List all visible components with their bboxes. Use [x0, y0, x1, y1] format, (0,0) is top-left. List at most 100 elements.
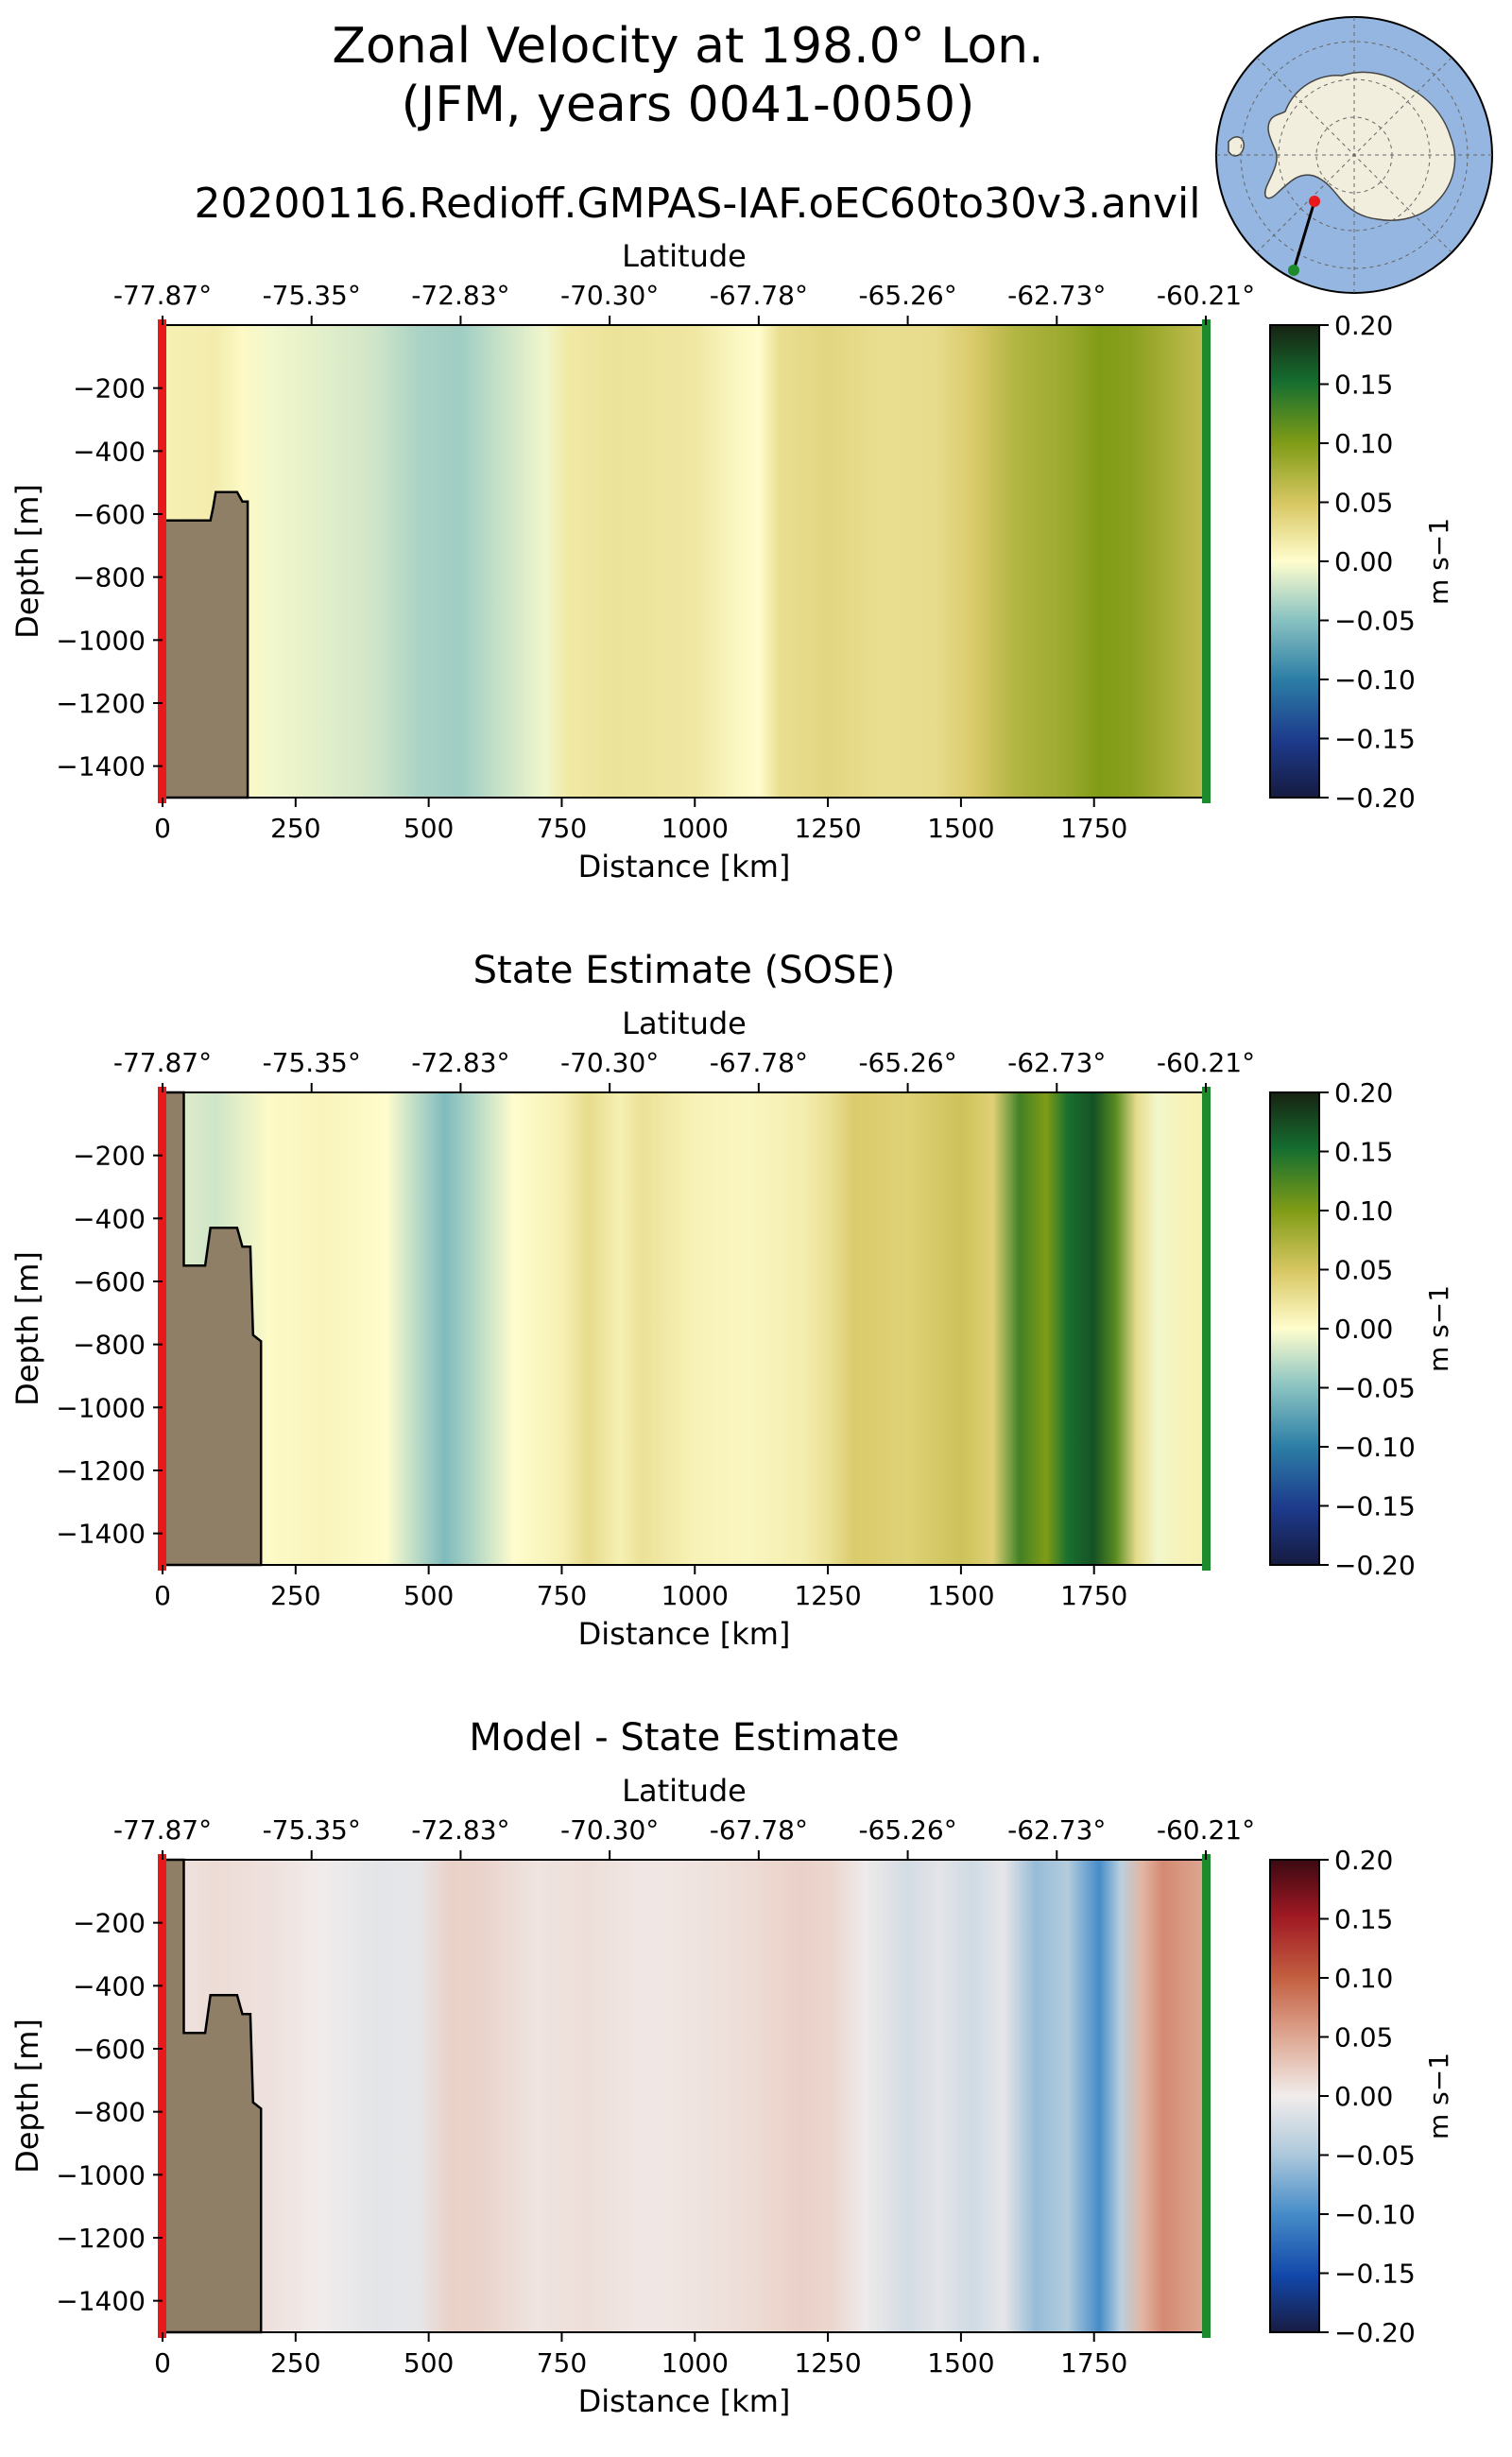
- x-axis-label: Distance [km]: [578, 1616, 791, 1652]
- lat-tick-label: -72.83°: [411, 280, 509, 311]
- colorbar-tick-label: 0.15: [1334, 1904, 1393, 1935]
- y-tick-label: −1200: [56, 2223, 146, 2254]
- y-tick-label: −1000: [56, 2159, 146, 2191]
- x-tick-label: 0: [154, 1580, 171, 1611]
- x-tick-label: 750: [537, 1580, 587, 1611]
- colorbar-tick-label: 0.05: [1334, 488, 1393, 519]
- colorbar-tick-label: 0.15: [1334, 369, 1393, 401]
- figure-title-line2: (JFM, years 0041-0050): [402, 77, 975, 133]
- y-tick-label: −1000: [56, 1392, 146, 1423]
- x-tick-label: 250: [270, 1580, 320, 1611]
- colorbar-tick-label: −0.15: [1334, 724, 1416, 755]
- x-tick-label: 250: [270, 813, 320, 844]
- x-tick-label: 500: [404, 1580, 454, 1611]
- panel-2: State Estimate (SOSE) 0 250 500 750 1000 1250 1…: [9, 949, 1454, 1652]
- y-tick-label: −400: [73, 1970, 146, 2002]
- lat-tick-label: -77.87°: [113, 280, 212, 311]
- x-tick-label: 0: [154, 2347, 171, 2379]
- y-tick-label: −1200: [56, 1455, 146, 1486]
- lat-tick-label: -62.73°: [1007, 1047, 1106, 1078]
- figure-title-line1: Zonal Velocity at 198.0° Lon.: [332, 18, 1043, 75]
- colorbar-tick-label: 0.10: [1334, 428, 1393, 459]
- transect-start-bar: [158, 319, 166, 803]
- lat-tick-label: -70.30°: [560, 280, 659, 311]
- lat-tick-label: -65.26°: [858, 1814, 956, 1846]
- colorbar-tick-label: −0.10: [1334, 2199, 1416, 2230]
- y-tick-label: −200: [73, 1908, 146, 1939]
- panel-title: Model - State Estimate: [469, 1716, 899, 1760]
- y-tick-label: −600: [73, 2034, 146, 2065]
- colorbar-tick-label: −0.15: [1334, 2259, 1416, 2290]
- lat-tick-label: -77.87°: [113, 1814, 212, 1846]
- map-start-marker: [1309, 196, 1320, 207]
- colorbar-tick-label: −0.05: [1334, 606, 1416, 637]
- y-tick-label: −1400: [56, 2286, 146, 2317]
- x-tick-label: 750: [537, 2347, 587, 2379]
- x-tick-label: 1250: [794, 813, 861, 844]
- y-tick-label: −400: [73, 436, 146, 467]
- lat-tick-label: -60.21°: [1157, 280, 1255, 311]
- colorbar-tick-label: 0.00: [1334, 1314, 1393, 1345]
- top-axis-label: Latitude: [622, 1005, 747, 1041]
- y-tick-label: −200: [73, 1141, 146, 1172]
- colorbar-tick-label: 0.10: [1334, 1963, 1393, 1994]
- y-tick-label: −1200: [56, 688, 146, 719]
- colorbar-tick-label: −0.20: [1334, 782, 1416, 814]
- lat-tick-label: -62.73°: [1007, 280, 1106, 311]
- colorbar-label: m s−1: [1423, 518, 1454, 605]
- x-tick-label: 500: [404, 2347, 454, 2379]
- top-axis-label: Latitude: [622, 1773, 747, 1809]
- y-tick-label: −800: [73, 1330, 146, 1361]
- colorbar-tick-label: −0.15: [1334, 1491, 1416, 1522]
- x-tick-label: 500: [404, 813, 454, 844]
- colorbar-tick-label: 0.00: [1334, 546, 1393, 577]
- colorbar-label: m s−1: [1423, 2053, 1454, 2139]
- x-tick-label: 1750: [1060, 2347, 1127, 2379]
- y-axis-label: Depth [m]: [9, 2019, 45, 2174]
- x-tick-label: 1000: [662, 813, 729, 844]
- lat-tick-label: -65.26°: [858, 1047, 956, 1078]
- map-antarctica-land: [1228, 71, 1456, 221]
- y-axis-label: Depth [m]: [9, 484, 45, 639]
- panel-title: State Estimate (SOSE): [473, 949, 896, 992]
- lat-tick-label: -70.30°: [560, 1814, 659, 1846]
- x-tick-label: 750: [537, 813, 587, 844]
- lat-tick-label: -72.83°: [411, 1814, 509, 1846]
- colorbar-tick-label: 0.20: [1334, 1077, 1393, 1108]
- colorbar-tick-label: −0.20: [1334, 2317, 1416, 2348]
- x-tick-label: 1250: [794, 1580, 861, 1611]
- lat-tick-label: -62.73°: [1007, 1814, 1106, 1846]
- lat-tick-label: -67.78°: [710, 1814, 808, 1846]
- y-tick-label: −1400: [56, 1519, 146, 1550]
- colorbar-tick-label: −0.05: [1334, 1373, 1416, 1404]
- x-tick-label: 1000: [662, 2347, 729, 2379]
- colorbar: [1269, 1859, 1320, 2333]
- lat-tick-label: -67.78°: [710, 280, 808, 311]
- antarctica-map-icon: [1215, 16, 1493, 294]
- x-tick-label: 1250: [794, 2347, 861, 2379]
- transect-start-bar: [158, 1854, 166, 2338]
- map-end-marker: [1288, 265, 1299, 276]
- lat-tick-label: -67.78°: [710, 1047, 808, 1078]
- lat-tick-label: -65.26°: [858, 280, 956, 311]
- x-axis-label: Distance [km]: [578, 849, 791, 885]
- y-tick-label: −600: [73, 1266, 146, 1297]
- colorbar-tick-label: 0.10: [1334, 1195, 1393, 1227]
- colorbar-tick-label: 0.05: [1334, 1255, 1393, 1286]
- x-tick-label: 1750: [1060, 813, 1127, 844]
- y-tick-label: −400: [73, 1203, 146, 1234]
- y-tick-label: −800: [73, 2097, 146, 2128]
- y-tick-label: −800: [73, 562, 146, 593]
- lat-tick-label: -70.30°: [560, 1047, 659, 1078]
- transect-end-bar: [1202, 319, 1211, 803]
- run-name-title: 20200116.Redioff.GMPAS-IAF.oEC60to30v3.a…: [195, 180, 1201, 228]
- x-tick-label: 1000: [662, 1580, 729, 1611]
- map-transect-line: [1292, 200, 1316, 271]
- colorbar-tick-label: −0.20: [1334, 1550, 1416, 1581]
- colorbar-tick-label: 0.05: [1334, 2022, 1393, 2053]
- colorbar-tick-label: 0.20: [1334, 310, 1393, 341]
- colorbar-tick-label: 0.15: [1334, 1137, 1393, 1168]
- map-graticule: [1216, 17, 1492, 293]
- lat-tick-label: -60.21°: [1157, 1047, 1255, 1078]
